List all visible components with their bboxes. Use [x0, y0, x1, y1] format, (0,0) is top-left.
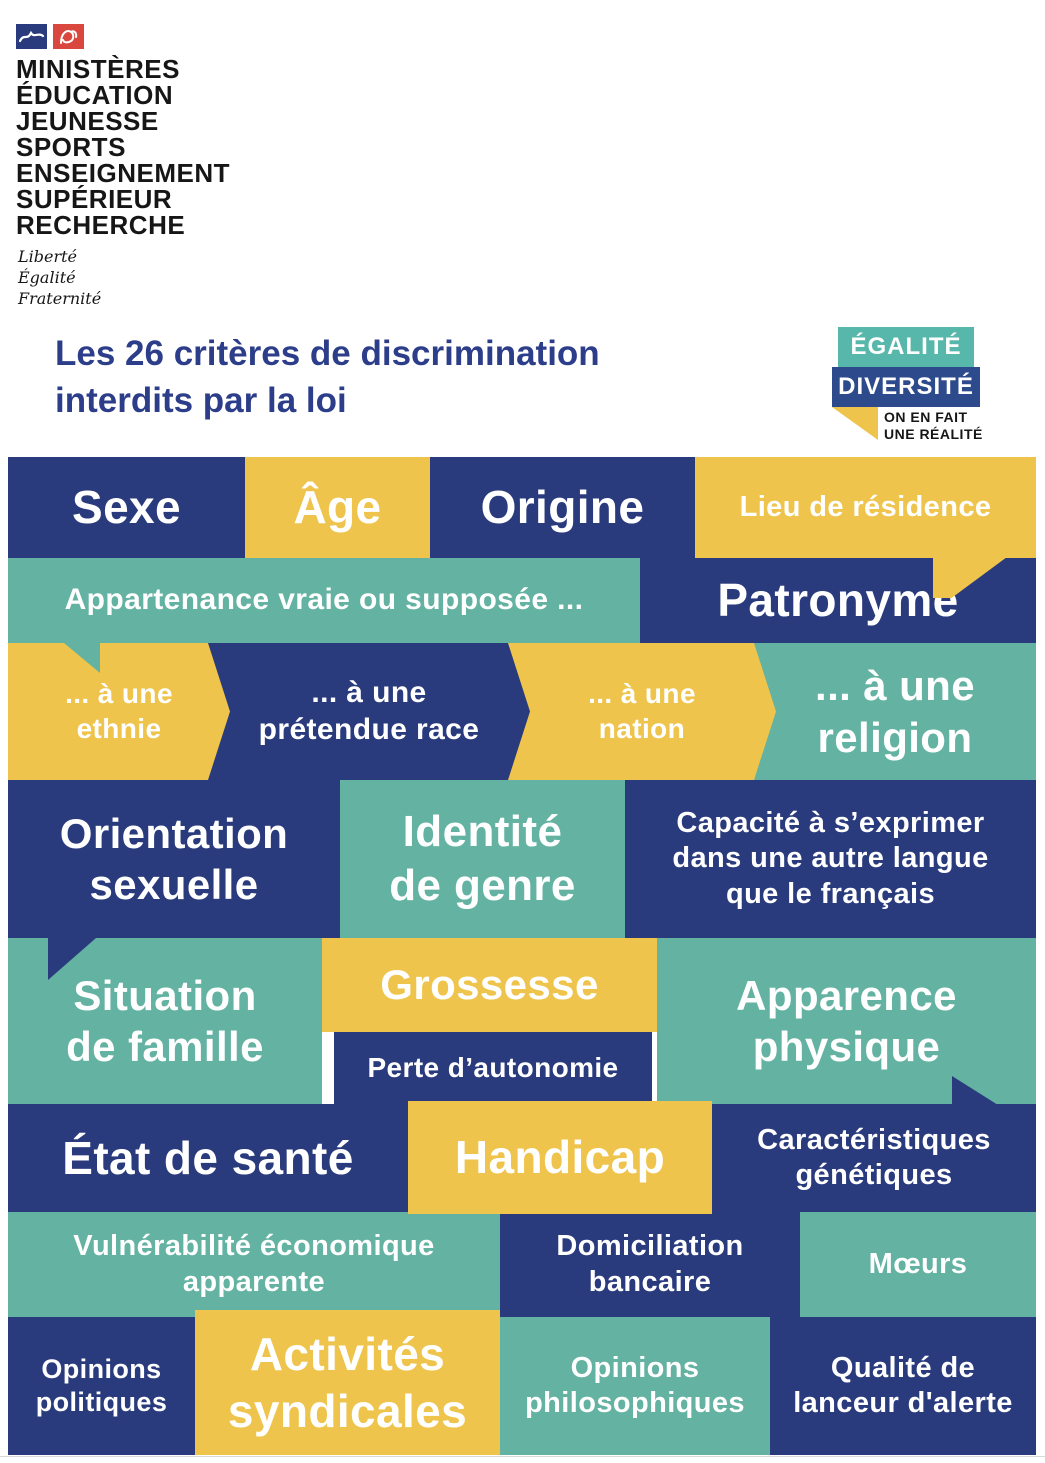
badge-tagline: ON EN FAIT UNE RÉALITÉ [884, 409, 983, 442]
tile-label: Handicap [454, 1131, 666, 1184]
tile-label: Situation de famille [66, 971, 264, 1070]
marianne-blue-pane-icon [16, 24, 47, 49]
badge-egalite-label: ÉGALITÉ [838, 327, 974, 367]
badge-triangle-icon [832, 407, 878, 440]
tile-lieu-de-residence: Lieu de résidence [695, 457, 1036, 558]
republic-motto: Liberté Égalité Fraternité [18, 246, 101, 309]
tile-label: Apparence physique [736, 971, 957, 1070]
tile-label: ... à une religion [815, 662, 975, 761]
tile-label: ... à une ethnie [65, 678, 173, 744]
tile-origine: Origine [430, 457, 695, 558]
tile-label: Domiciliation bancaire [556, 1230, 744, 1298]
tile-label: Mœurs [868, 1247, 968, 1280]
tile-capacite-langue: Capacité à s’exprimer dans une autre lan… [625, 780, 1036, 938]
tile-perte-autonomie: Perte d’autonomie [334, 1032, 652, 1104]
tile-identite-de-genre: Identité de genre [340, 780, 625, 938]
ministry-name: MINISTÈRES ÉDUCATION JEUNESSE SPORTS ENS… [16, 56, 336, 238]
tile-label: Orientation sexuelle [59, 809, 289, 908]
ministry-line: ENSEIGNEMENT [16, 158, 231, 188]
tile-label: Opinions politiques [35, 1354, 168, 1417]
tile-orientation-sexuelle: Orientation sexuelle [8, 780, 340, 938]
motto-line: Liberté [18, 247, 77, 266]
tile-label: Activités syndicales [227, 1328, 468, 1437]
badge-diversite-label: DIVERSITÉ [832, 367, 980, 407]
tile-label: Âge [293, 481, 382, 534]
bottom-rule [0, 1456, 1045, 1457]
egalite-diversite-badge: ÉGALITÉ DIVERSITÉ ON EN FAIT UNE RÉALITÉ [830, 327, 1030, 447]
tile-label: Perte d’autonomie [367, 1051, 619, 1083]
tile-label: Qualité de lanceur d'alerte [793, 1351, 1013, 1419]
tile-pretendue-race: ... à une prétendue race [208, 643, 530, 780]
ministry-line: SUPÉRIEUR [16, 184, 173, 214]
tile-label: Lieu de résidence [739, 490, 992, 523]
tile-religion: ... à une religion [754, 643, 1036, 780]
ministry-line: ÉDUCATION [16, 80, 174, 110]
tile-situation-de-famille: Situation de famille [8, 938, 322, 1104]
tile-label: Opinions philosophiques [525, 1351, 745, 1419]
tile-label: Grossesse [380, 961, 599, 1009]
tile-label: Capacité à s’exprimer dans une autre lan… [672, 806, 989, 910]
page-title: Les 26 critères de discrimination interd… [55, 334, 600, 420]
tile-caracteristiques-genetiques: Caractéristiques génétiques [712, 1104, 1036, 1212]
tile-label: Caractéristiques génétiques [757, 1123, 991, 1191]
tile-label: ... à une prétendue race [258, 675, 480, 746]
tile-domiciliation-bancaire: Domiciliation bancaire [500, 1212, 800, 1317]
ministry-line: RECHERCHE [16, 210, 186, 240]
tile-opinions-politiques: Opinions politiques [8, 1317, 195, 1455]
tile-handicap: Handicap [408, 1101, 712, 1214]
tile-apparence-physique: Apparence physique [657, 938, 1036, 1104]
ministry-line: MINISTÈRES [16, 54, 180, 84]
tile-grossesse: Grossesse [322, 938, 657, 1032]
ministry-line: JEUNESSE [16, 106, 159, 136]
tile-sexe: Sexe [8, 457, 245, 558]
ministry-line: SPORTS [16, 132, 126, 162]
tile-appartenance: Appartenance vraie ou supposée ... [8, 558, 640, 643]
tile-label: Appartenance vraie ou supposée ... [64, 583, 584, 617]
tile-vulnerabilite-economique: Vulnérabilité économique apparente [8, 1212, 500, 1317]
tile-label: Patronyme [717, 574, 959, 627]
tile-label: Origine [480, 481, 645, 534]
motto-line: Fraternité [18, 289, 102, 308]
tile-label: Sexe [71, 481, 182, 534]
tile-nation: ... à une nation [508, 643, 776, 780]
tile-opinions-philosophiques: Opinions philosophiques [500, 1317, 770, 1455]
tile-label: État de santé [62, 1131, 354, 1184]
tile-label: ... à une nation [588, 678, 696, 744]
tile-label: Identité de genre [389, 807, 576, 910]
tile-activites-syndicales: Activités syndicales [195, 1310, 500, 1455]
tile-qualite-lanceur-alerte: Qualité de lanceur d'alerte [770, 1317, 1036, 1455]
tile-label: Vulnérabilité économique apparente [73, 1230, 435, 1298]
tile-moeurs: Mœurs [800, 1212, 1036, 1317]
motto-line: Égalité [18, 268, 76, 287]
tile-etat-de-sante: État de santé [8, 1104, 408, 1212]
tile-ethnie: ... à une ethnie [8, 643, 230, 780]
marianne-red-pane-icon [53, 24, 84, 49]
tile-age: Âge [245, 457, 430, 558]
